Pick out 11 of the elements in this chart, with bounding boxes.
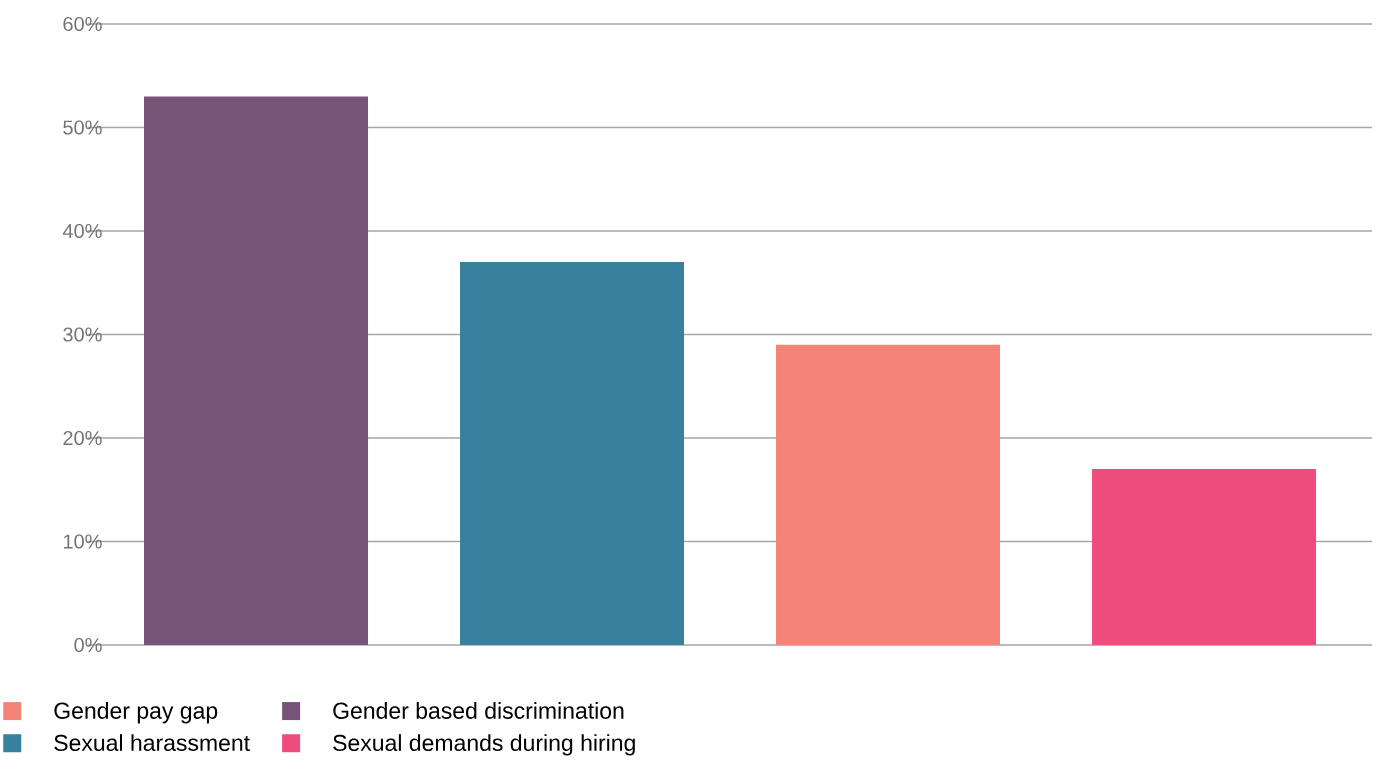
y-tick-label: 30% xyxy=(63,327,102,342)
legend-label: Sexual demands during hiring xyxy=(333,734,635,756)
legend-label: Sexual harassment xyxy=(54,734,250,752)
y-tick-label: 20% xyxy=(63,430,102,446)
legend-label: Gender pay gap xyxy=(54,701,218,724)
y-tick-label: 10% xyxy=(63,534,102,549)
y-tick-label: 60% xyxy=(63,16,102,32)
y-tick-label: 40% xyxy=(62,223,102,239)
y-tick-label: 50% xyxy=(63,120,102,135)
y-tick-label: 0% xyxy=(74,637,102,653)
legend-label: Gender based discrimination xyxy=(333,701,624,719)
